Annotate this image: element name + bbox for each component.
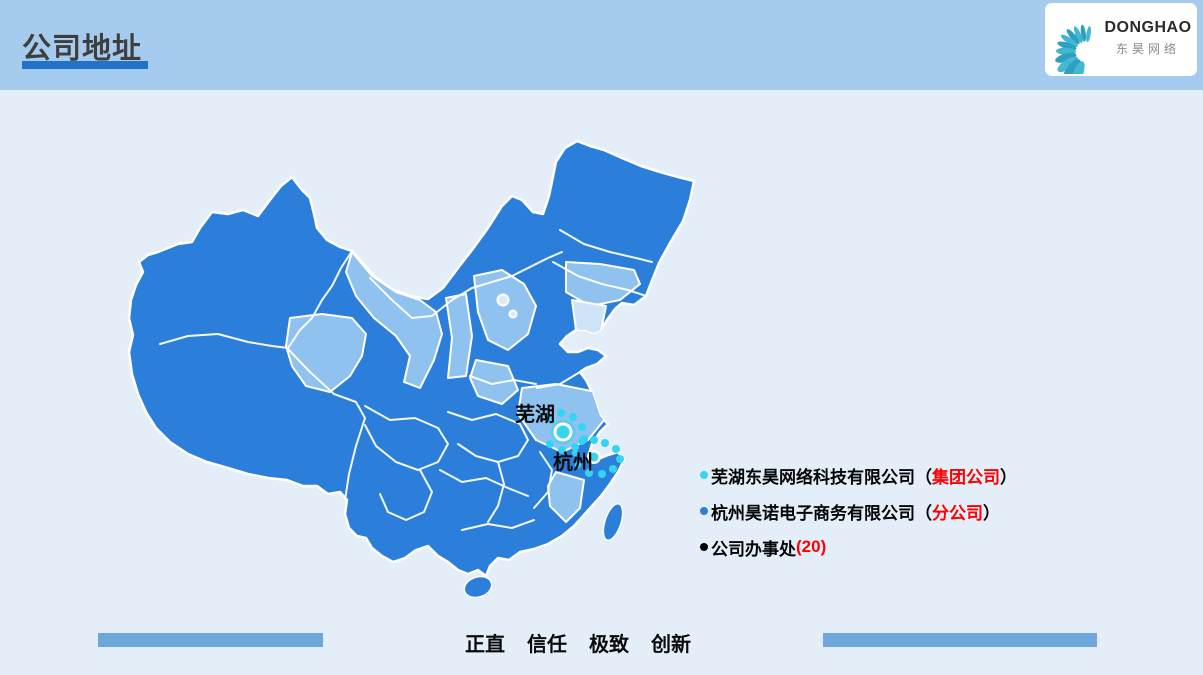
legend-tag: 20 <box>801 537 821 556</box>
legend-paren-open: （ <box>915 467 932 487</box>
black-dot-icon <box>700 543 708 551</box>
province-patch-henan <box>469 359 519 405</box>
province-patch-beijing <box>496 293 510 307</box>
hangzhou-label: 杭州 <box>553 450 593 474</box>
legend-item-branch-company: 杭州昊诺电子商务有限公司 （ 分公司 ） <box>700 500 1017 523</box>
logo-name: DONGHAO <box>1104 19 1192 36</box>
office-dot <box>578 437 586 445</box>
footer-bar-left <box>98 633 323 647</box>
office-dot <box>574 461 582 469</box>
province-border-line <box>439 469 529 497</box>
legend-item-offices: 公司办事处 ( 20 ) <box>700 536 1017 559</box>
province-border-line <box>159 250 353 349</box>
legend-paren-open: （ <box>915 503 932 523</box>
fan-feather-icon <box>1055 24 1091 74</box>
office-dot <box>585 469 593 477</box>
province-patch-qinghai <box>285 313 367 393</box>
title-underline <box>22 61 148 69</box>
province-patch-tianjin <box>508 309 518 319</box>
logo-subtitle: 东昊网络 <box>1115 42 1180 56</box>
province-border-line <box>559 229 653 263</box>
legend-company-name: 公司办事处 <box>711 539 796 559</box>
office-dot <box>590 436 598 444</box>
legend-tag: 分公司 <box>932 503 983 523</box>
province-border-line <box>536 371 581 389</box>
wuhu-marker <box>550 419 576 445</box>
hangzhou-marker <box>587 450 601 464</box>
province-border-line <box>447 411 529 463</box>
taiwan-island <box>602 503 624 541</box>
motto-word: 信任 <box>527 634 567 656</box>
office-dot <box>598 470 606 478</box>
motto-word: 创新 <box>651 634 691 656</box>
province-border-line <box>461 519 535 531</box>
logo-text-block: DONGHAO 东昊网络 <box>1103 19 1193 57</box>
footer-bar-right <box>823 633 1097 647</box>
office-dot <box>545 415 553 423</box>
office-dot <box>558 446 566 454</box>
province-border-line <box>286 347 366 419</box>
legend: 芜湖东昊网络科技有限公司 （ 集团公司 ） 杭州昊诺电子商务有限公司 （ 分公司… <box>700 464 1017 572</box>
province-patch-gansu <box>345 251 443 389</box>
legend-paren-close: ) <box>820 537 827 556</box>
office-dot <box>569 413 577 421</box>
office-dot <box>546 440 554 448</box>
blue-dot-icon <box>700 507 708 515</box>
province-patch-shanxi <box>445 293 473 379</box>
office-dot <box>557 409 565 417</box>
legend-item-group-company: 芜湖东昊网络科技有限公司 （ 集团公司 ） <box>700 464 1017 487</box>
province-border-line <box>487 461 505 523</box>
office-dot <box>609 465 617 473</box>
province-border-line <box>469 375 537 385</box>
legend-paren-open: ( <box>796 537 802 556</box>
wuhu-label: 芜湖 <box>515 402 555 426</box>
legend-paren-close: ） <box>983 503 1000 523</box>
province-border-line <box>552 261 647 297</box>
legend-company-name: 杭州昊诺电子商务有限公司 <box>711 503 915 523</box>
legend-company-name: 芜湖东昊网络科技有限公司 <box>711 467 915 487</box>
province-border-line <box>344 417 366 501</box>
cyan-dot-icon <box>700 471 708 479</box>
office-dot <box>612 445 620 453</box>
legend-paren-close: ） <box>1000 467 1017 487</box>
legend-tag: 集团公司 <box>932 467 1000 487</box>
office-dot <box>578 423 586 431</box>
hainan-island <box>463 575 493 599</box>
office-dot <box>571 449 579 457</box>
province-patch-fujian <box>547 471 585 523</box>
header-bar: 公司地址 DONGHAO 东 <box>0 0 1203 90</box>
office-dot <box>571 443 579 451</box>
province-border-line <box>369 251 563 319</box>
office-dot <box>601 439 609 447</box>
province-border-line <box>364 405 449 471</box>
company-motto: 正直 信任 极致 创新 <box>465 628 691 657</box>
company-logo: DONGHAO 东昊网络 <box>1045 3 1197 76</box>
motto-word: 极致 <box>589 634 629 656</box>
motto-word: 正直 <box>465 634 505 656</box>
province-border-line <box>379 469 433 521</box>
province-patch-jiangsu-anhui <box>517 383 605 453</box>
province-patch-hebei <box>473 269 537 351</box>
province-border-line <box>533 451 553 509</box>
page-title: 公司地址 <box>22 33 143 65</box>
office-dot <box>616 455 624 463</box>
